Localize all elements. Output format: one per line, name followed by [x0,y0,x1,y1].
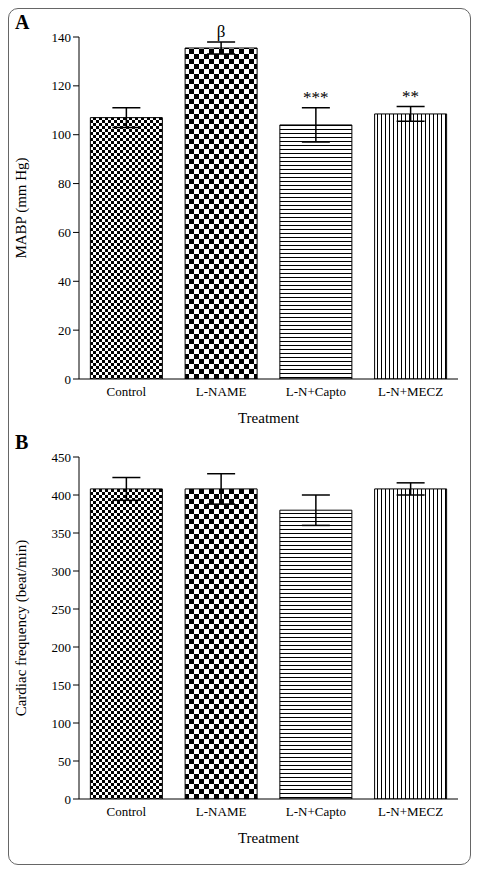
svg-text:Treatment: Treatment [238,830,300,846]
svg-text:200: 200 [52,640,72,655]
svg-text:40: 40 [58,274,71,289]
svg-text:MABP (mm Hg): MABP (mm Hg) [13,157,30,258]
svg-text:400: 400 [52,488,72,503]
svg-text:β: β [217,22,226,41]
svg-text:150: 150 [52,678,72,693]
svg-text:**: ** [402,87,419,106]
svg-text:L-N+MECZ: L-N+MECZ [378,384,443,399]
svg-text:50: 50 [58,754,71,769]
svg-text:L-NAME: L-NAME [196,384,247,399]
svg-text:***: *** [303,88,329,107]
svg-text:250: 250 [52,602,72,617]
html-text:A: A [15,11,30,33]
svg-text:100: 100 [52,716,72,731]
svg-text:350: 350 [52,526,72,541]
svg-text:Control: Control [107,804,147,819]
svg-text:450: 450 [52,450,72,465]
svg-text:Treatment: Treatment [238,410,300,426]
svg-text:0: 0 [65,372,72,387]
svg-text:100: 100 [52,127,72,142]
svg-text:L-N+MECZ: L-N+MECZ [378,804,443,819]
svg-text:80: 80 [58,176,71,191]
svg-text:140: 140 [52,30,72,45]
svg-text:20: 20 [58,323,71,338]
svg-text:120: 120 [52,78,72,93]
svg-text:0: 0 [65,792,72,807]
svg-text:Cardiac frequency (beat/min): Cardiac frequency (beat/min) [13,540,30,717]
html-text:B: B [15,431,29,453]
svg-text:300: 300 [52,564,72,579]
svg-text:L-NAME: L-NAME [196,804,247,819]
svg-text:Control: Control [107,384,147,399]
svg-text:L-N+Capto: L-N+Capto [286,804,346,819]
svg-text:60: 60 [58,225,71,240]
svg-text:L-N+Capto: L-N+Capto [286,384,346,399]
